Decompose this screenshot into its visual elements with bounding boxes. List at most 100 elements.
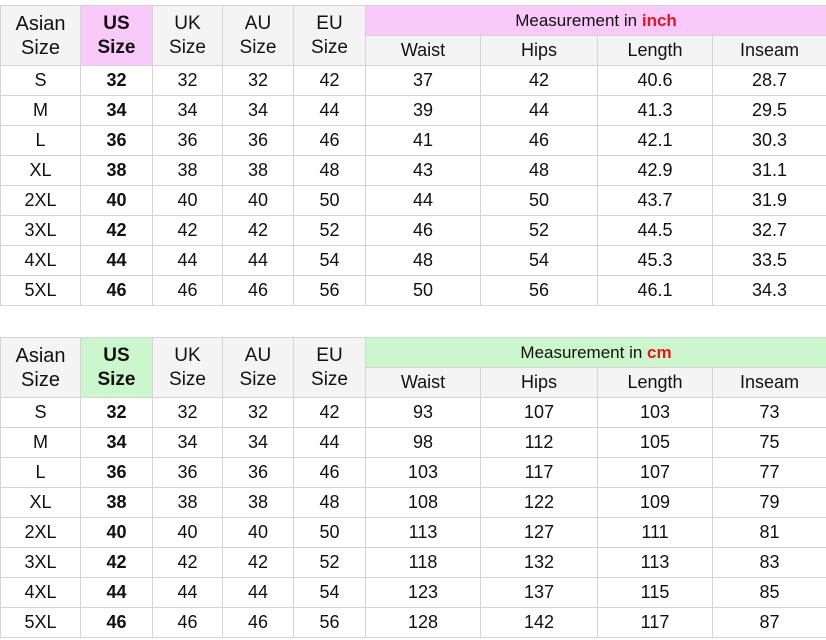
size-table: Asian Size US Size UK Size AU Size EU Size Me… xyxy=(0,337,826,638)
cell: 34 xyxy=(152,95,223,126)
cell: 2XL xyxy=(0,517,81,548)
cell: 42 xyxy=(293,397,366,428)
cell: 28.7 xyxy=(711,65,826,96)
cell: 44 xyxy=(293,95,366,126)
cell: 34 xyxy=(80,427,153,458)
cell: S xyxy=(0,397,81,428)
cell: 46 xyxy=(80,607,153,638)
cell: 36 xyxy=(222,457,294,488)
cell: 40.6 xyxy=(597,65,713,96)
size-row: 4XL 44 44 44 54 123 137 115 85 xyxy=(0,577,826,608)
cell: 31.1 xyxy=(711,155,826,186)
cell: 42 xyxy=(80,215,153,246)
measurement-unit: cm xyxy=(647,342,672,362)
cell: 37 xyxy=(365,65,481,96)
cell: 38 xyxy=(152,487,223,518)
cell: 48 xyxy=(480,155,598,186)
cell: 36 xyxy=(152,457,223,488)
cell: 4XL xyxy=(0,245,81,276)
cell: 103 xyxy=(365,457,481,488)
cell: 30.3 xyxy=(711,125,826,156)
cell: 38 xyxy=(80,487,153,518)
cell: 45.3 xyxy=(597,245,713,276)
cell: 50 xyxy=(480,185,598,216)
cell: 73 xyxy=(711,397,826,428)
size-header: Asian Size xyxy=(0,5,81,66)
cell: 93 xyxy=(365,397,481,428)
us-size-header: US Size xyxy=(80,5,153,66)
cell: 42 xyxy=(222,547,294,578)
cell: 48 xyxy=(293,487,366,518)
cell: 50 xyxy=(293,517,366,548)
cell: 46 xyxy=(152,275,223,306)
cell: 77 xyxy=(711,457,826,488)
cell: 98 xyxy=(365,427,481,458)
cell: 32 xyxy=(80,397,153,428)
cell: XL xyxy=(0,155,81,186)
cell: 50 xyxy=(293,185,366,216)
measurement-prefix: Measurement in xyxy=(515,10,638,30)
measurement-header: Measurement in inch xyxy=(364,5,826,36)
cell: 33.5 xyxy=(711,245,826,276)
cell: 118 xyxy=(365,547,481,578)
cell: 31.9 xyxy=(711,185,826,216)
cell: 54 xyxy=(293,577,366,608)
measurement-subheader: Hips xyxy=(480,367,598,398)
cell: 117 xyxy=(480,457,598,488)
cell: 42 xyxy=(480,65,598,96)
cell: 41.3 xyxy=(597,95,713,126)
cell: 79 xyxy=(711,487,826,518)
cell: 111 xyxy=(597,517,713,548)
size-row: 2XL 40 40 40 50 44 50 43.7 31.9 xyxy=(0,185,826,216)
cell: 42 xyxy=(152,547,223,578)
size-row: S 32 32 32 42 93 107 103 73 xyxy=(0,397,826,428)
cell: 36 xyxy=(222,125,294,156)
cell: 128 xyxy=(365,607,481,638)
cell: 132 xyxy=(480,547,598,578)
cell: 108 xyxy=(365,487,481,518)
cell: 42 xyxy=(293,65,366,96)
cell: 40 xyxy=(80,517,153,548)
cell: 81 xyxy=(711,517,826,548)
cell: 40 xyxy=(152,185,223,216)
measurement-subheader: Waist xyxy=(365,35,481,66)
cell: 44 xyxy=(293,427,366,458)
cell: 40 xyxy=(222,517,294,548)
measurement-unit: inch xyxy=(641,10,677,30)
cell: 113 xyxy=(365,517,481,548)
size-row: S 32 32 32 42 37 42 40.6 28.7 xyxy=(0,65,826,96)
cell: 75 xyxy=(711,427,826,458)
cell: 46 xyxy=(222,275,294,306)
size-row: L 36 36 36 46 103 117 107 77 xyxy=(0,457,826,488)
cell: 56 xyxy=(293,275,366,306)
cell: 56 xyxy=(293,607,366,638)
size-row: M 34 34 34 44 98 112 105 75 xyxy=(0,427,826,458)
cell: 44.5 xyxy=(597,215,713,246)
cell: 107 xyxy=(597,457,713,488)
cell: 83 xyxy=(711,547,826,578)
measurement-subheader: Waist xyxy=(365,367,481,398)
size-row: 5XL 46 46 46 56 50 56 46.1 34.3 xyxy=(0,275,826,306)
cell: 40 xyxy=(222,185,294,216)
cell: 109 xyxy=(597,487,713,518)
measurement-subheader: Length xyxy=(597,35,713,66)
cell: 36 xyxy=(80,457,153,488)
cell: 38 xyxy=(152,155,223,186)
cell: S xyxy=(0,65,81,96)
cell: 44 xyxy=(222,245,294,276)
cell: 87 xyxy=(711,607,826,638)
cell: 113 xyxy=(597,547,713,578)
cell: 46 xyxy=(293,457,366,488)
cell: 5XL xyxy=(0,275,81,306)
measurement-subheader: Inseam xyxy=(711,35,826,66)
cell: 42 xyxy=(80,547,153,578)
cell: M xyxy=(0,427,81,458)
cell: 43 xyxy=(365,155,481,186)
cell: 44 xyxy=(152,577,223,608)
cell: 46 xyxy=(222,607,294,638)
measurement-subheader: Hips xyxy=(480,35,598,66)
cell: 48 xyxy=(365,245,481,276)
cell: 142 xyxy=(480,607,598,638)
us-size-header: US Size xyxy=(80,337,153,398)
